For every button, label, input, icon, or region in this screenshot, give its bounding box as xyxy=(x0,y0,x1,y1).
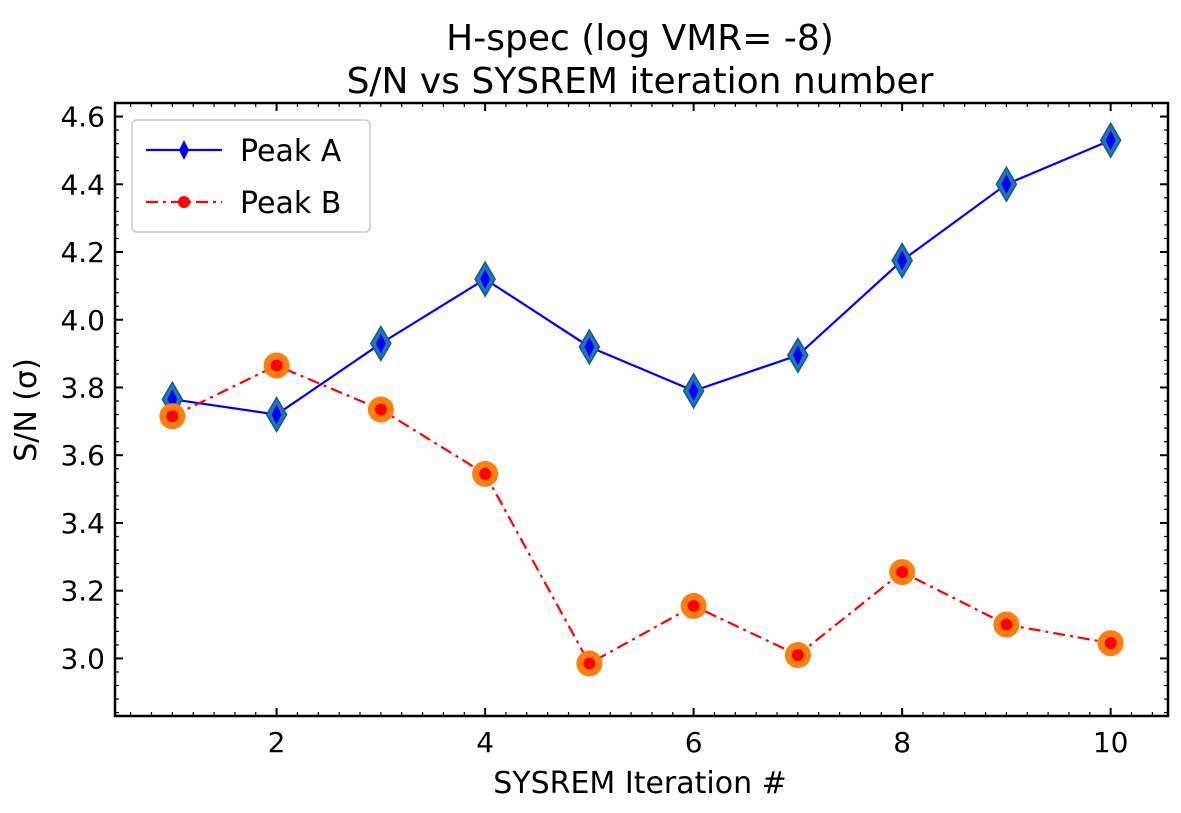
data-point-peak-b xyxy=(270,359,283,372)
legend-box xyxy=(131,119,371,233)
chart-title-line-1: H-spec (log VMR= -8) xyxy=(446,18,834,59)
x-tick-label: 2 xyxy=(268,726,286,759)
series-peak-b xyxy=(159,352,1124,677)
data-point-peak-b xyxy=(791,649,804,662)
data-point-peak-b xyxy=(583,657,596,670)
series-line-peak-a xyxy=(172,139,1112,416)
plot-area-frame xyxy=(113,101,1170,718)
y-tick-label: 3.0 xyxy=(60,642,105,675)
legend: Peak A Peak B xyxy=(131,119,371,233)
data-point-peak-a xyxy=(271,404,282,425)
data-point-peak-b xyxy=(374,403,387,416)
data-point-peak-a xyxy=(1105,130,1116,151)
data-point-peak-b xyxy=(687,599,700,612)
data-point-peak-a xyxy=(897,250,908,271)
y-tick-label: 3.6 xyxy=(60,439,105,472)
data-point-peak-a xyxy=(792,345,803,366)
x-tick-label: 8 xyxy=(893,726,911,759)
y-tick-label: 4.6 xyxy=(60,101,105,134)
axis-tick-labels: 2 4 6 8 10 3.0 3.2 3.4 3.6 3.8 4.0 4.2 4.4 4.6 xyxy=(60,101,1128,759)
y-tick-label: 4.2 xyxy=(60,236,105,269)
legend-marker-peak-b xyxy=(178,196,190,208)
data-point-peak-a xyxy=(1001,174,1012,195)
y-tick-label: 4.0 xyxy=(60,304,105,337)
legend-entry-peak-b: Peak B xyxy=(146,186,341,221)
data-point-peak-a xyxy=(688,380,699,401)
y-tick-label: 3.4 xyxy=(60,507,105,540)
series-layer xyxy=(159,121,1124,677)
x-axis-label: SYSREM Iteration # xyxy=(493,766,787,801)
data-point-peak-b xyxy=(896,566,909,579)
data-point-peak-b xyxy=(1000,618,1013,631)
y-tick-label: 3.2 xyxy=(60,575,105,608)
data-point-peak-b xyxy=(479,467,492,480)
x-tick-label: 6 xyxy=(685,726,703,759)
data-point-peak-b xyxy=(1104,637,1117,650)
data-point-peak-a xyxy=(375,333,386,354)
x-tick-label: 4 xyxy=(476,726,494,759)
data-point-peak-b xyxy=(166,410,179,423)
chart-title-line-2: S/N vs SYSREM iteration number xyxy=(347,61,934,102)
data-point-peak-a xyxy=(584,336,595,357)
y-tick-label: 4.4 xyxy=(60,168,105,201)
legend-label-peak-a: Peak A xyxy=(240,134,342,169)
series-line-peak-b xyxy=(171,364,1111,666)
x-tick-label: 10 xyxy=(1093,726,1129,759)
legend-label-peak-b: Peak B xyxy=(240,186,341,221)
legend-entry-peak-a: Peak A xyxy=(146,134,342,169)
y-axis-label: S/N (σ) xyxy=(9,358,44,462)
data-point-peak-a xyxy=(480,269,491,290)
chart-title: H-spec (log VMR= -8) S/N vs SYSREM itera… xyxy=(347,18,934,102)
axis-ticks xyxy=(115,102,1168,716)
legend-marker-peak-a xyxy=(179,140,189,160)
y-tick-label: 3.8 xyxy=(60,371,105,404)
